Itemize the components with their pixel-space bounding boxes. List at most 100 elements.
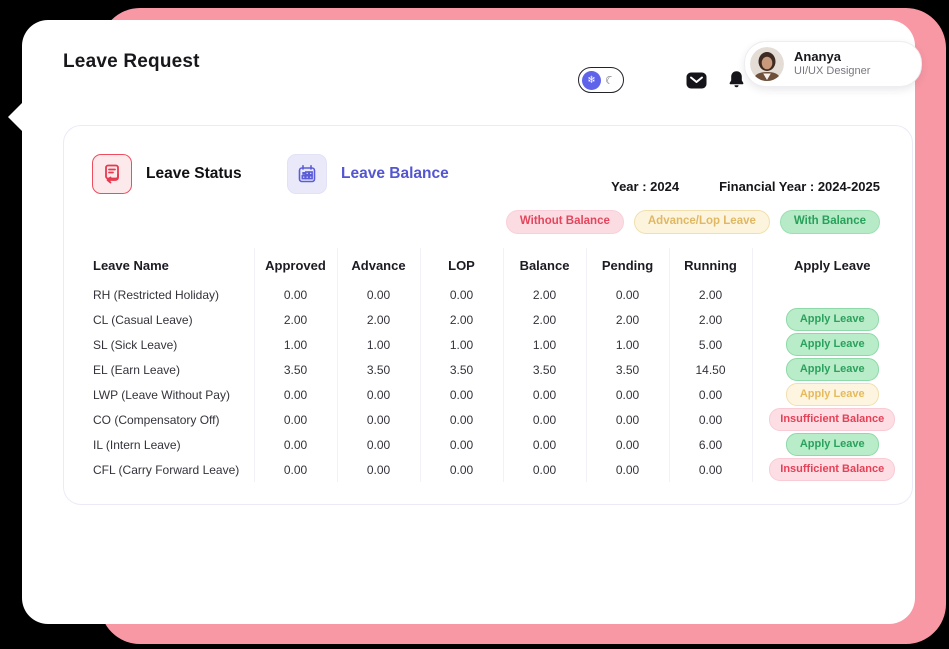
action-cell: Apply Leave — [752, 357, 912, 382]
value-cell: 6.00 — [669, 432, 753, 457]
value-cell: 0.00 — [420, 407, 504, 432]
value-cell: 0.00 — [420, 282, 504, 307]
value-cell: 1.00 — [254, 332, 338, 357]
table-row: IL (Intern Leave) 0.00 0.00 0.00 0.00 0.00 6.0… — [64, 432, 912, 457]
tab-leave-status[interactable]: Leave Status — [92, 154, 242, 194]
table-row: SL (Sick Leave) 1.00 1.00 1.00 1.00 1.00 5.00 A… — [64, 332, 912, 357]
value-cell: 0.00 — [586, 282, 670, 307]
mail-button[interactable] — [684, 70, 708, 94]
financial-year-label: Financial Year : 2024-2025 — [719, 179, 880, 194]
card-left-notch — [8, 103, 22, 131]
apply-leave-button[interactable]: Apply Leave — [785, 383, 879, 406]
action-cell: Apply Leave — [752, 432, 912, 457]
user-role: UI/UX Designer — [794, 65, 871, 78]
table-row: CL (Casual Leave) 2.00 2.00 2.00 2.00 2.00 2.0… — [64, 307, 912, 332]
apply-leave-button[interactable]: Apply Leave — [785, 433, 879, 456]
col-pending: Pending — [586, 248, 670, 282]
value-cell: 3.50 — [503, 357, 587, 382]
theme-toggle[interactable]: ❄ ☾ — [578, 67, 624, 93]
value-cell: 0.00 — [586, 382, 670, 407]
value-cell: 0.00 — [586, 432, 670, 457]
light-theme-icon[interactable]: ❄ — [582, 70, 601, 90]
mail-icon — [686, 72, 707, 92]
leave-panel: Leave Status Leave Balance Year : 2024 F… — [63, 125, 913, 505]
col-leave-name: Leave Name — [64, 248, 255, 282]
col-balance: Balance — [503, 248, 587, 282]
value-cell: 0.00 — [254, 407, 338, 432]
calendar-icon — [287, 154, 327, 194]
notifications-button[interactable] — [724, 69, 748, 93]
value-cell: 0.00 — [337, 432, 421, 457]
legend: Without Balance Advance/Lop Leave With B… — [505, 210, 880, 234]
value-cell: 0.00 — [586, 407, 670, 432]
action-cell — [752, 282, 912, 307]
dark-theme-icon[interactable]: ☾ — [603, 73, 617, 88]
apply-leave-button[interactable]: Apply Leave — [785, 308, 879, 331]
page-title: Leave Request — [63, 51, 200, 72]
value-cell: 3.50 — [254, 357, 338, 382]
value-cell: 0.00 — [669, 407, 753, 432]
value-cell: 0.00 — [586, 457, 670, 482]
action-cell: Insufficient Balance — [752, 457, 912, 482]
value-cell: 0.00 — [337, 282, 421, 307]
table-row: RH (Restricted Holiday) 0.00 0.00 0.00 2.00 0… — [64, 282, 912, 307]
value-cell: 0.00 — [337, 382, 421, 407]
table-row: LWP (Leave Without Pay) 0.00 0.00 0.00 0.00 0… — [64, 382, 912, 407]
value-cell: 0.00 — [420, 457, 504, 482]
year-label: Year : 2024 — [611, 179, 680, 194]
tab-leave-balance[interactable]: Leave Balance — [287, 154, 449, 194]
leave-table-wrap: Leave Name Approved Advance LOP Balance … — [64, 248, 912, 482]
value-cell: 0.00 — [503, 432, 587, 457]
legend-without-balance: Without Balance — [505, 210, 624, 234]
document-return-icon — [92, 154, 132, 194]
value-cell: 0.00 — [254, 282, 338, 307]
value-cell: 0.00 — [337, 407, 421, 432]
value-cell: 2.00 — [254, 307, 338, 332]
col-lop: LOP — [420, 248, 504, 282]
col-approved: Approved — [254, 248, 338, 282]
action-cell: Apply Leave — [752, 307, 912, 332]
value-cell: 0.00 — [669, 382, 753, 407]
apply-leave-button[interactable]: Apply Leave — [785, 333, 879, 356]
value-cell: 0.00 — [503, 407, 587, 432]
value-cell: 5.00 — [669, 332, 753, 357]
action-cell: Apply Leave — [752, 332, 912, 357]
user-meta: Ananya UI/UX Designer — [794, 49, 870, 79]
leave-name-cell: CO (Compensatory Off) — [64, 407, 255, 432]
leave-name-cell: IL (Intern Leave) — [64, 432, 255, 457]
value-cell: 0.00 — [254, 432, 338, 457]
leave-name-cell: CFL (Carry Forward Leave) — [64, 457, 255, 482]
value-cell: 0.00 — [254, 457, 338, 482]
value-cell: 2.00 — [586, 307, 670, 332]
legend-advance-lop-leave: Advance/Lop Leave — [633, 210, 770, 234]
value-cell: 2.00 — [503, 282, 587, 307]
value-cell: 1.00 — [420, 332, 504, 357]
value-cell: 2.00 — [420, 307, 504, 332]
value-cell: 2.00 — [669, 307, 753, 332]
value-cell: 3.50 — [337, 357, 421, 382]
table-row: CO (Compensatory Off) 0.00 0.00 0.00 0.00 0.0… — [64, 407, 912, 432]
value-cell: 0.00 — [420, 432, 504, 457]
insufficient-balance-badge: Insufficient Balance — [769, 408, 896, 431]
table-header-row: Leave Name Approved Advance LOP Balance … — [64, 248, 912, 282]
tab-leave-balance-label: Leave Balance — [341, 165, 449, 182]
user-name: Ananya — [794, 49, 841, 64]
leave-name-cell: SL (Sick Leave) — [64, 332, 255, 357]
col-apply-leave: Apply Leave — [793, 257, 871, 273]
apply-leave-button[interactable]: Apply Leave — [785, 358, 879, 381]
value-cell: 0.00 — [420, 382, 504, 407]
leave-name-cell: LWP (Leave Without Pay) — [64, 382, 255, 407]
value-cell: 1.00 — [586, 332, 670, 357]
leave-name-cell: RH (Restricted Holiday) — [64, 282, 255, 307]
user-profile[interactable]: Ananya UI/UX Designer — [744, 41, 922, 87]
action-cell: Apply Leave — [752, 382, 912, 407]
value-cell: 2.00 — [503, 307, 587, 332]
value-cell: 0.00 — [254, 382, 338, 407]
bell-icon — [728, 70, 745, 92]
insufficient-balance-badge: Insufficient Balance — [769, 458, 896, 481]
table-row: EL (Earn Leave) 3.50 3.50 3.50 3.50 3.50 14.50… — [64, 357, 912, 382]
leave-table: Leave Name Approved Advance LOP Balance … — [64, 248, 912, 482]
value-cell: 0.00 — [337, 457, 421, 482]
value-cell: 2.00 — [669, 282, 753, 307]
